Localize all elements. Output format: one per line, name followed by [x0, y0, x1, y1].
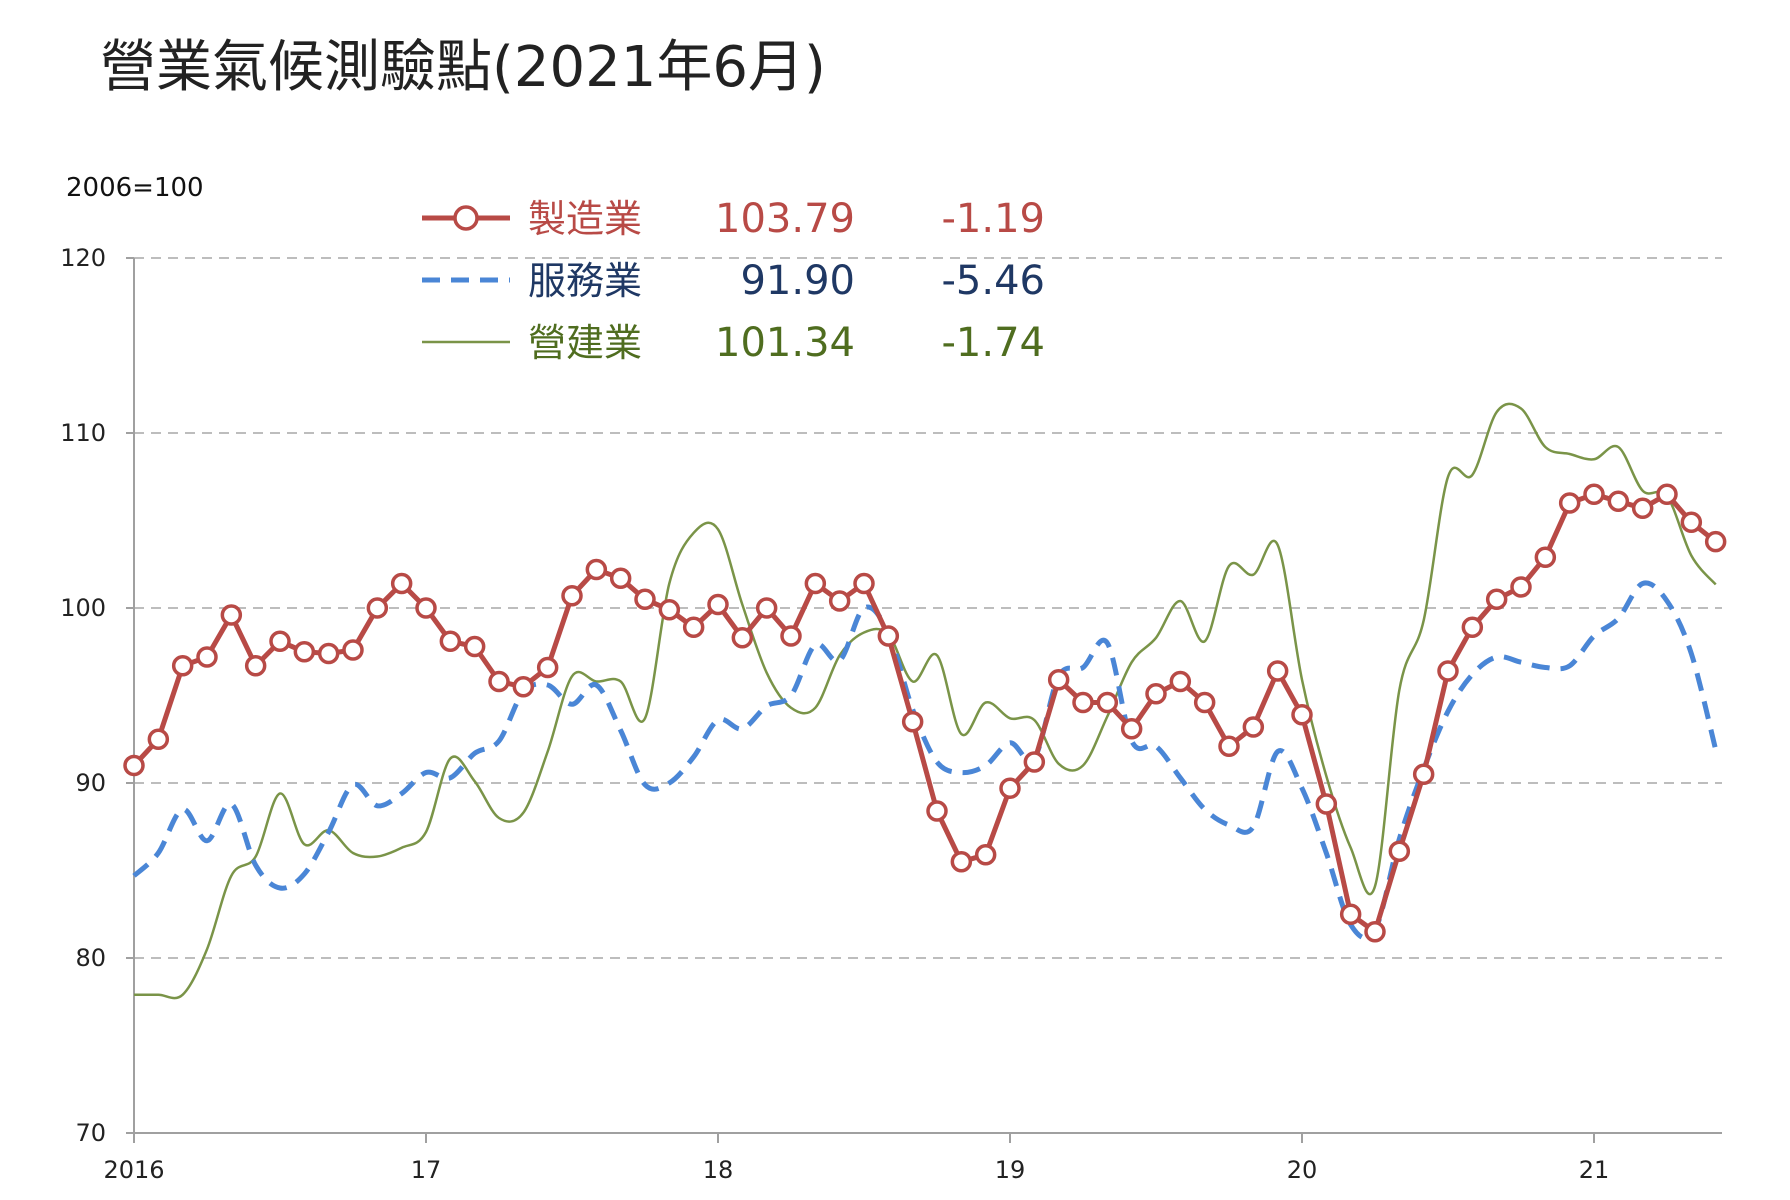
data-point-manufacturing — [853, 572, 875, 595]
series-line-construction — [134, 402, 1717, 1000]
legend: 製造業 103.79 -1.19 服務業 91.90 -5.46 營建業 101.34 -1.7… — [422, 196, 1045, 366]
unit-label: 2006=100 — [66, 173, 204, 203]
data-point-manufacturing — [1510, 576, 1532, 598]
x-tick-label: 18 — [703, 1156, 734, 1184]
data-point-manufacturing — [1096, 691, 1119, 714]
legend-latest-manufacturing: 103.79 — [715, 196, 855, 242]
data-point-manufacturing — [974, 844, 997, 866]
data-point-manufacturing — [1656, 483, 1678, 505]
data-point-manufacturing — [293, 641, 316, 663]
data-point-manufacturing — [1169, 670, 1192, 693]
data-point-manufacturing — [390, 572, 413, 595]
data-point-manufacturing — [1339, 903, 1362, 925]
data-point-manufacturing — [1583, 483, 1605, 505]
data-point-manufacturing — [463, 635, 486, 658]
data-point-manufacturing — [1485, 588, 1508, 610]
data-point-manufacturing — [1364, 921, 1386, 943]
legend-label-construction: 營建業 — [528, 321, 642, 365]
data-point-manufacturing — [926, 800, 948, 822]
data-point-manufacturing — [561, 585, 583, 607]
x-tick-label: 19 — [995, 1156, 1026, 1184]
data-point-manufacturing — [707, 593, 729, 616]
data-point-manufacturing — [1291, 704, 1313, 726]
data-point-manufacturing — [1218, 735, 1240, 757]
data-point-manufacturing — [123, 754, 145, 777]
x-tick-label: 21 — [1579, 1156, 1610, 1184]
data-point-manufacturing — [1072, 691, 1094, 714]
data-point-manufacturing — [877, 625, 900, 647]
data-point-manufacturing — [1437, 660, 1459, 682]
axes: 70 80 90 100 110 120 2016 17 18 19 20 21 — [60, 244, 1722, 1184]
data-point-manufacturing — [1412, 763, 1435, 785]
data-point-manufacturing — [731, 627, 754, 649]
data-point-manufacturing — [1534, 546, 1557, 568]
series-line-manufacturing — [132, 491, 1718, 935]
y-tick-label: 70 — [75, 1119, 106, 1147]
data-point-manufacturing — [1704, 530, 1727, 553]
data-point-manufacturing — [804, 572, 827, 595]
y-tick-label: 80 — [75, 944, 106, 972]
data-point-manufacturing — [1631, 497, 1654, 519]
series-lines — [123, 402, 1727, 1000]
data-point-manufacturing — [609, 567, 632, 589]
legend-change-services: -5.46 — [942, 258, 1046, 304]
x-tick-label: 2016 — [103, 1156, 164, 1184]
x-tick-label: 17 — [411, 1156, 442, 1184]
data-point-manufacturing — [171, 655, 194, 677]
data-point-manufacturing — [1315, 793, 1338, 815]
data-point-manufacturing — [658, 599, 681, 621]
legend-change-construction: -1.74 — [942, 320, 1046, 366]
data-point-manufacturing — [1266, 660, 1289, 682]
series-line-services — [132, 580, 1719, 941]
data-point-manufacturing — [147, 728, 170, 750]
data-point-manufacturing — [1193, 691, 1216, 714]
legend-label-manufacturing: 製造業 — [528, 197, 642, 241]
data-point-manufacturing — [317, 642, 340, 665]
grid-lines — [134, 257, 1722, 959]
data-point-manufacturing — [780, 625, 802, 647]
y-tick-label: 100 — [60, 594, 106, 622]
data-point-manufacturing — [585, 558, 608, 581]
x-tick-label: 20 — [1287, 1156, 1318, 1184]
data-point-manufacturing — [901, 711, 924, 733]
data-point-manufacturing — [220, 604, 243, 626]
data-point-manufacturing — [536, 656, 559, 679]
data-point-manufacturing — [415, 597, 437, 619]
data-point-manufacturing — [1023, 751, 1046, 773]
data-point-manufacturing — [1558, 492, 1581, 514]
y-tick-label: 120 — [60, 244, 106, 272]
data-point-manufacturing — [682, 616, 705, 638]
data-point-manufacturing — [1388, 840, 1411, 862]
data-point-manufacturing — [196, 646, 218, 668]
data-point-manufacturing — [1145, 683, 1167, 705]
data-point-manufacturing — [634, 588, 656, 610]
y-tick-label: 90 — [75, 769, 106, 797]
legend-latest-construction: 101.34 — [715, 320, 855, 366]
legend-change-manufacturing: -1.19 — [942, 196, 1046, 242]
legend-label-services: 服務業 — [528, 259, 642, 303]
legend-marker-manufacturing — [453, 205, 479, 231]
y-tick-label: 110 — [60, 419, 106, 447]
data-point-manufacturing — [950, 851, 973, 873]
data-point-manufacturing — [1047, 669, 1070, 691]
data-point-manufacturing — [755, 597, 778, 619]
data-point-manufacturing — [999, 777, 1021, 799]
data-point-manufacturing — [1242, 716, 1265, 738]
data-point-manufacturing — [269, 630, 291, 652]
legend-latest-services: 91.90 — [740, 258, 855, 304]
data-point-manufacturing — [1680, 511, 1703, 533]
data-point-manufacturing — [828, 590, 851, 612]
data-point-manufacturing — [244, 655, 267, 677]
data-point-manufacturing — [512, 676, 535, 698]
data-point-manufacturing — [1607, 490, 1630, 512]
data-point-manufacturing — [342, 639, 364, 661]
data-point-manufacturing — [1461, 616, 1484, 638]
data-point-manufacturing — [366, 597, 389, 619]
data-point-manufacturing — [439, 630, 462, 652]
data-point-manufacturing — [488, 670, 510, 693]
data-point-manufacturing — [1120, 718, 1143, 740]
chart-title: 營業氣候測驗點(2021年6月) — [100, 35, 826, 100]
